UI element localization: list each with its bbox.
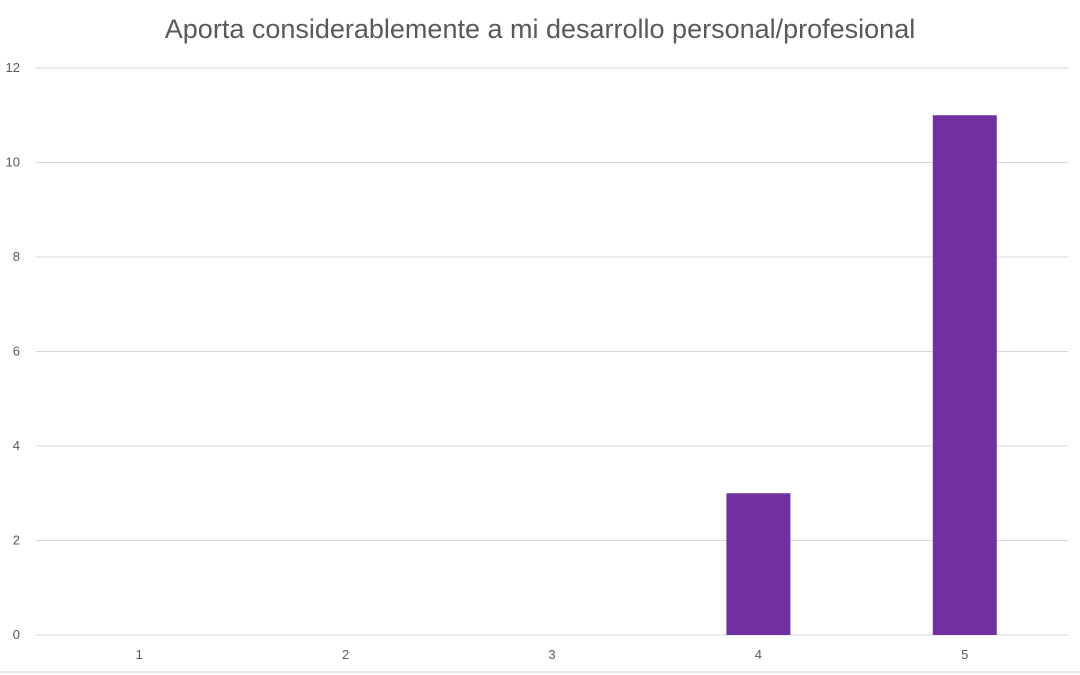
x-tick-label: 1	[136, 647, 143, 662]
chart-title: Aporta considerablemente a mi desarrollo…	[164, 14, 916, 44]
bars	[726, 115, 997, 635]
y-tick-label: 6	[13, 344, 20, 359]
y-tick-label: 10	[6, 155, 20, 170]
bar-4	[726, 493, 791, 635]
x-tick-label: 3	[548, 647, 555, 662]
y-tick-label: 2	[13, 533, 20, 548]
bar-5	[932, 115, 997, 635]
x-tick-label: 4	[755, 647, 762, 662]
y-tick-label: 12	[6, 60, 20, 75]
gridlines	[0, 67, 1080, 673]
y-axis-tick-labels: 0 2 4 6 8 10 12	[6, 60, 20, 642]
y-tick-label: 8	[13, 249, 20, 264]
x-tick-label: 2	[342, 647, 349, 662]
y-tick-label: 4	[13, 438, 20, 453]
y-tick-label: 0	[13, 627, 20, 642]
x-axis-tick-labels: 1 2 3 4 5	[136, 647, 969, 662]
x-tick-label: 5	[961, 647, 968, 662]
